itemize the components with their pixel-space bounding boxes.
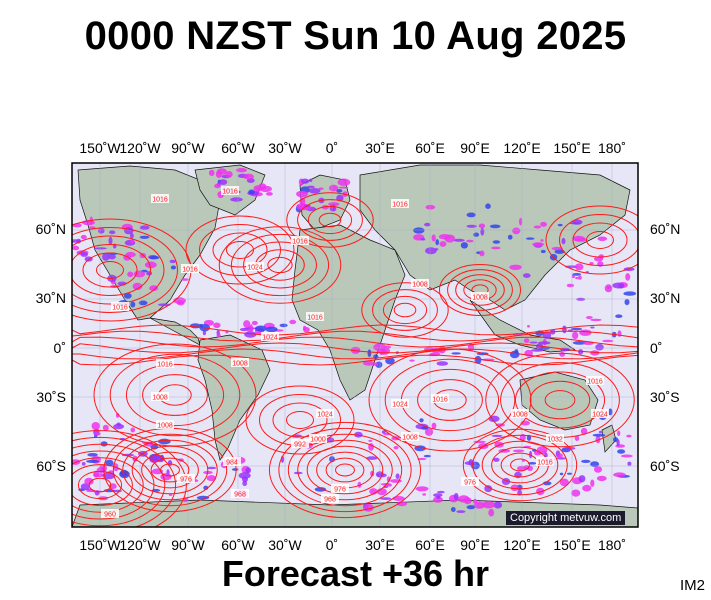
longitude-label: 150˚W (79, 140, 121, 156)
latitude-label: 60˚N (35, 221, 66, 237)
isobar-label: 1008 (157, 423, 173, 430)
isobar-label: 1016 (182, 267, 198, 274)
isobar-label: 1008 (472, 295, 488, 302)
longitude-label: 180˚ (597, 537, 627, 553)
longitude-label: 60˚W (221, 140, 255, 156)
isobar-label: 1008 (232, 361, 248, 368)
latitude-label: 60˚S (36, 458, 66, 474)
isobar-label: 976 (334, 487, 346, 494)
isobar-label: 1024 (592, 412, 608, 419)
isobar-label: 1024 (262, 335, 278, 342)
isobar-label: 1016 (112, 305, 128, 312)
isobar-label: 1016 (157, 362, 173, 369)
isobar-label: 1016 (587, 379, 603, 386)
isobar-label: 1008 (402, 435, 418, 442)
isobar-label: 984 (226, 460, 238, 467)
longitude-label: 120˚E (503, 140, 541, 156)
land-masses (72, 164, 638, 527)
isobar-label: 1008 (512, 412, 528, 419)
longitude-label: 60˚E (415, 140, 445, 156)
longitude-label: 150˚E (553, 140, 591, 156)
longitude-label: 30˚W (268, 140, 302, 156)
precipitation-layer (72, 168, 637, 517)
longitude-label: 150˚E (553, 537, 591, 553)
longitude-label: 90˚E (460, 140, 490, 156)
latitude-label: 60˚S (650, 458, 680, 474)
longitude-label: 180˚ (597, 140, 627, 156)
isobar-label: 1024 (317, 412, 333, 419)
isobar-label: 1016 (152, 197, 168, 204)
isobar-label: 968 (234, 492, 246, 499)
isobar-label: 976 (464, 480, 476, 487)
longitude-label: 90˚W (171, 140, 205, 156)
isobar-label: 1024 (247, 265, 263, 272)
isobar-label: 992 (294, 442, 306, 449)
longitude-label: 30˚W (268, 537, 302, 553)
longitude-label: 120˚W (119, 537, 161, 553)
latitude-label: 30˚S (650, 389, 680, 405)
latitude-label: 30˚N (650, 290, 681, 306)
longitude-label: 90˚E (460, 537, 490, 553)
latitude-label: 60˚N (650, 221, 681, 237)
isobar-label: 1016 (537, 460, 553, 467)
isobar-label: 1016 (307, 315, 323, 322)
isobar-label: 1016 (392, 202, 408, 209)
isobar-label: 1024 (392, 402, 408, 409)
longitude-label: 120˚E (503, 537, 541, 553)
isobar-labels: 1016 1016 1016 1016 1024 1016 1016 1016 1008 1008… (101, 186, 609, 519)
longitude-label: 30˚E (365, 140, 395, 156)
longitude-label: 30˚E (365, 537, 395, 553)
isobar-label: 1008 (412, 282, 428, 289)
isobar-label: 1016 (432, 397, 448, 404)
isobar-label: 1016 (222, 189, 238, 196)
latitude-label: 0˚ (650, 340, 663, 356)
longitude-label: 60˚E (415, 537, 445, 553)
isobar-label: 1008 (152, 395, 168, 402)
isobar-label: 976 (180, 477, 192, 484)
isobar-contours (72, 192, 638, 527)
isobar-label: 968 (324, 497, 336, 504)
isobar-label: 1000 (310, 437, 326, 444)
longitude-label: 0˚ (325, 537, 339, 553)
longitude-label: 60˚W (221, 537, 255, 553)
longitude-label: 90˚W (171, 537, 205, 553)
longitude-label: 120˚W (119, 140, 161, 156)
forecast-label: Forecast +36 hr (221, 553, 490, 594)
map-title: 0000 NZST Sun 10 Aug 2025 (84, 14, 627, 58)
longitude-label: 0˚ (325, 140, 339, 156)
latitude-label: 30˚N (35, 290, 66, 306)
isobar-label: 960 (104, 512, 116, 519)
isobar-label: 1016 (292, 239, 308, 246)
image-tag: IM2 (680, 577, 706, 594)
copyright-notice: Copyright metvuw.com (506, 511, 626, 525)
latitude-label: 0˚ (53, 340, 66, 356)
map-frame (71, 162, 639, 528)
latitude-label: 30˚S (36, 389, 66, 405)
longitude-label: 150˚W (79, 537, 121, 553)
isobar-label: 1032 (547, 437, 563, 444)
